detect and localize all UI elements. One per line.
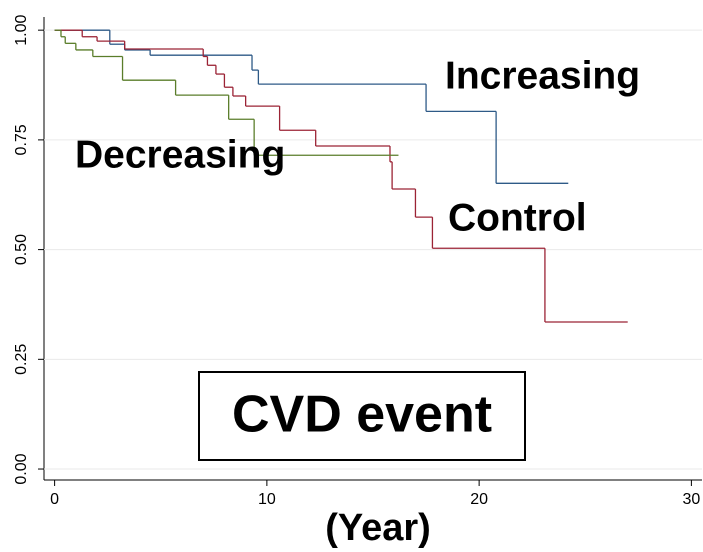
- y-tick-label: 0.00: [13, 453, 30, 484]
- y-tick-label: 1.00: [13, 14, 30, 45]
- x-tick-label: 20: [470, 491, 488, 508]
- x-tick-label: 0: [50, 491, 59, 508]
- series-label: Decreasing: [75, 133, 285, 176]
- annotation: CVD event: [232, 386, 492, 444]
- series-label: Control: [448, 196, 587, 239]
- x-tick-label: 10: [258, 491, 276, 508]
- y-tick-label: 0.25: [13, 344, 30, 375]
- y-tick-label: 0.75: [13, 124, 30, 155]
- series-label: Increasing: [445, 54, 640, 97]
- x-axis-label: (Year): [325, 507, 431, 549]
- x-tick-label: 30: [682, 491, 700, 508]
- annotation-box: [198, 371, 526, 461]
- y-tick-label: 0.50: [13, 234, 30, 265]
